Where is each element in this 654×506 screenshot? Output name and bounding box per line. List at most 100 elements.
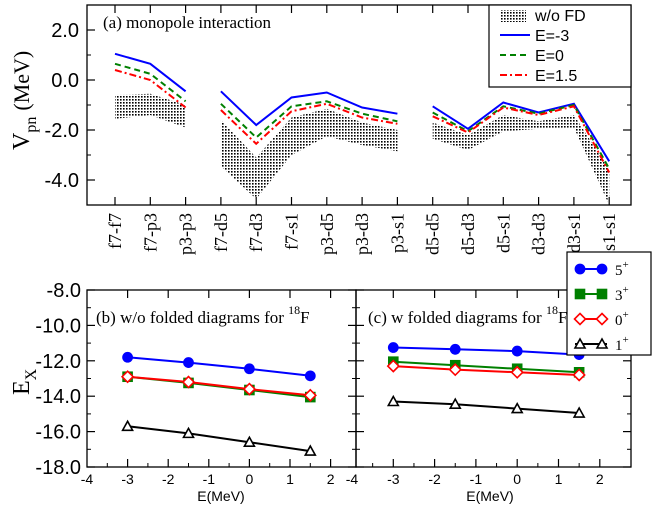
- top-y-tick-label: -2.0: [45, 120, 79, 142]
- category-label-p3-p3: p3-p3: [176, 213, 196, 255]
- top-y-axis-label: Vpn(MeV): [9, 51, 40, 150]
- no-fd-band-layer: [115, 93, 610, 205]
- bottom-y-tick-label: -14.0: [35, 386, 81, 408]
- series-line-e-1-5-group-3: [432, 105, 611, 173]
- category-label-d5-s1: d5-s1: [493, 213, 513, 253]
- bottom-y-tick-label: -18.0: [35, 457, 81, 479]
- top-chart: 2.0 0.0 -2.0 -4.0 f7-f7 f7-p3 p3-p3 f7-d5 f7-d3…: [9, 4, 632, 255]
- category-label-d3-s1: d3-s1: [564, 213, 584, 253]
- bottom-right-point-0-2: [510, 365, 524, 379]
- bottom-right-series: [386, 342, 586, 418]
- bottom-left-point-0-0: [120, 370, 135, 384]
- category-label-f7-d3: f7-d3: [246, 213, 266, 252]
- bottom-right-x-tick-label: -1: [470, 471, 483, 487]
- bottom-right-line-1: [393, 400, 580, 414]
- bottom-left-x-tick-label: -2: [162, 471, 175, 487]
- bottom-right-point-1-2: [510, 401, 524, 414]
- bottom-legend-label-5: 5+: [615, 259, 629, 279]
- no-fd-band-group-2: [220, 108, 398, 199]
- series-line-e-0-group-2: [220, 100, 398, 139]
- bottom-left-x-tick-label: 0: [246, 471, 254, 487]
- bottom-legend-marker-left-3: [574, 288, 586, 300]
- series-line-e-3-group-2: [220, 90, 398, 127]
- top-y-tick-label: 2.0: [51, 20, 79, 42]
- bottom-y-tick-label: -16.0: [35, 422, 81, 444]
- category-label-f7-p3: f7-p3: [140, 213, 160, 252]
- legend-label-band: w/o FD: [534, 8, 586, 25]
- top-y-tick-label: 0.0: [51, 70, 79, 92]
- bottom-legend: 5+ 3+ 0+ 1+: [566, 251, 652, 356]
- legend-label-e0: E=0: [535, 48, 564, 65]
- bottom-left-point-1-3: [303, 444, 317, 456]
- bottom-left-x-tick-label: -1: [203, 471, 216, 487]
- bottom-right-x-tick-label: -3: [387, 471, 400, 487]
- bottom-y-tick-label: -12.0: [35, 351, 81, 373]
- top-x-ticks: f7-f7 f7-p3 p3-p3 f7-d5 f7-d3 f7-s1 p3-d5 p3-d3…: [105, 5, 619, 255]
- bottom-legend-marker-right-3: [596, 288, 608, 300]
- bottom-right-point-1-1: [448, 397, 462, 409]
- bottom-right-point-0-1: [448, 363, 462, 377]
- bottom-left-point-5-0: [122, 351, 133, 363]
- bottom-right-point-0-3: [572, 368, 586, 382]
- bottom-legend-marker-left-1: [573, 337, 587, 349]
- bottom-legend-label-1: 1+: [615, 334, 629, 354]
- bottom-right-point-0-0: [386, 359, 400, 373]
- bottom-left-series: [120, 351, 317, 456]
- bottom-left-point-5-2: [243, 363, 255, 375]
- top-series-layer: [114, 52, 611, 173]
- bottom-right-point-1-0: [386, 394, 400, 407]
- bottom-left-panel-title: (b) w/o folded diagrams for 18F: [96, 303, 310, 327]
- bottom-legend-marker-left-0: [573, 312, 587, 326]
- bottom-right-point-5-0: [387, 342, 399, 353]
- bottom-left-x-tick-label: 1: [286, 471, 294, 487]
- bottom-legend-marker-right-5: [596, 263, 608, 275]
- category-label-p3-d5: p3-d5: [317, 213, 337, 255]
- bottom-right-x-tick-label: 2: [596, 471, 604, 487]
- category-label-d3-d3: d3-d3: [529, 213, 549, 255]
- top-panel-title: (a) monopole interaction: [103, 13, 272, 32]
- no-fd-band-group-1: [115, 93, 186, 128]
- top-y-tick-label: -4.0: [45, 170, 79, 192]
- bottom-left-line-1: [127, 425, 311, 453]
- bottom-right-x-axis-label: E(MeV): [466, 488, 513, 504]
- bottom-right-panel-title: (c) w folded diagrams for 18F: [368, 303, 567, 327]
- bottom-right-x-tick-label: 0: [513, 471, 521, 487]
- bottom-left-point-0-1: [181, 375, 196, 389]
- bottom-left-x-axis-label: E(MeV): [197, 488, 244, 504]
- bottom-left-line-5: [127, 356, 311, 377]
- bottom-right-point-5-1: [449, 343, 461, 355]
- category-label-d5-d5: d5-d5: [423, 213, 443, 255]
- bottom-y-axis-label: EX: [9, 368, 40, 395]
- bottom-legend-label-0: 0+: [615, 309, 629, 329]
- series-line-e-1-5-group-1: [114, 69, 187, 109]
- bottom-legend-label-3: 3+: [615, 284, 629, 304]
- bottom-left-chart: -4 -3 -2 -1 0 1 2 -8.0 -10.0 -12.0 -14.0 -16.0 -18.0…: [9, 280, 357, 504]
- series-line-e-0-group-1: [114, 62, 187, 103]
- bottom-left-point-1-1: [182, 426, 195, 439]
- bottom-y-tick-label: -10.0: [35, 315, 81, 337]
- bottom-legend-marker-left-5: [574, 263, 586, 275]
- bottom-legend-marker-right-0: [595, 312, 609, 326]
- bottom-right-ticks: -4 -3 -2 -1 0 1 2: [346, 289, 631, 487]
- bottom-right-point-5-2: [511, 345, 523, 357]
- bottom-legend-marker-right-1: [595, 337, 609, 349]
- bottom-right-x-tick-label: -4: [346, 471, 359, 487]
- bottom-right-x-tick-label: 1: [555, 471, 563, 487]
- bottom-left-point-0-2: [242, 382, 257, 396]
- category-label-f7-f7: f7-f7: [105, 213, 125, 249]
- bottom-legend-rows: 5+ 3+ 0+ 1+: [573, 259, 629, 354]
- bottom-left-point-1-2: [243, 435, 256, 448]
- series-line-e-0-group-3: [432, 103, 611, 170]
- bottom-left-ticks: -4 -3 -2 -1 0 1 2 -8.0 -10.0 -12.0 -14.0 -16.0 -18.0: [35, 280, 356, 487]
- category-label-p3-d3: p3-d3: [352, 213, 372, 255]
- bottom-left-x-tick-label: -4: [81, 471, 94, 487]
- category-label-f7-s1: f7-s1: [282, 213, 302, 250]
- series-line-e-3-group-3: [432, 101, 611, 162]
- category-label-d5-d3: d5-d3: [458, 213, 478, 255]
- series-line-e-3-group-1: [114, 52, 187, 93]
- top-legend: w/o FD E=-3 E=0 E=1.5: [488, 4, 632, 88]
- bottom-y-tick-label: -8.0: [47, 280, 81, 302]
- bottom-left-line-0: [127, 375, 311, 397]
- bottom-right-line-5: [393, 346, 580, 356]
